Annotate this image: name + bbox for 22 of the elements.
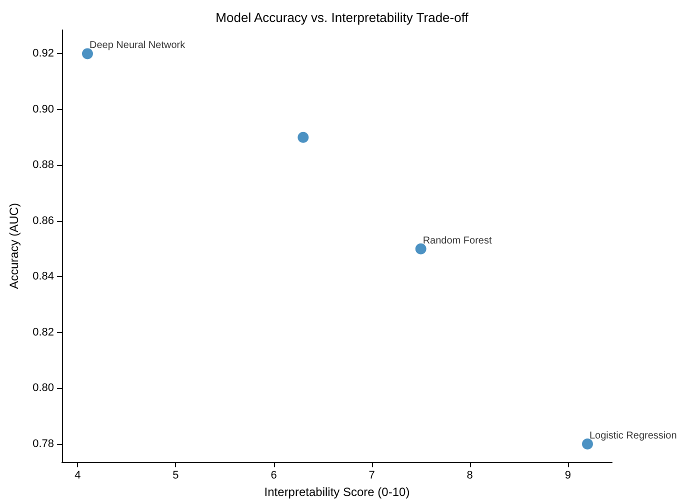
annotation: Logistic Regression	[589, 430, 677, 442]
y-tick-label: 0.88	[32, 159, 54, 172]
x-tick-label: 6	[270, 470, 277, 482]
x-tick-label: 8	[466, 470, 473, 482]
annotation: Random Forest	[422, 235, 492, 246]
y-tick-label: 0.90	[32, 103, 54, 116]
point	[415, 243, 426, 254]
y-tick-label: 0.82	[32, 326, 54, 338]
x-tick-label: 9	[564, 470, 571, 482]
y-tick-label: 0.84	[32, 270, 54, 283]
x-tick-label: 7	[368, 470, 375, 482]
annotation: Deep Neural Network	[89, 40, 186, 52]
y-tick-label: 0.86	[32, 214, 54, 227]
point	[298, 132, 309, 143]
x-tick-label: 4	[74, 470, 81, 482]
chart-title: Model Accuracy vs. Interpretability Trade-off	[216, 10, 469, 25]
y-tick-label: 0.92	[32, 48, 54, 60]
y-axis-title: Accuracy (AUC)	[7, 203, 21, 290]
x-axis-title: Interpretability Score (0-10)	[264, 485, 410, 499]
y-tick-label: 0.78	[32, 438, 54, 450]
y-tick-label: 0.80	[32, 382, 54, 394]
x-tick-label: 5	[172, 470, 179, 482]
